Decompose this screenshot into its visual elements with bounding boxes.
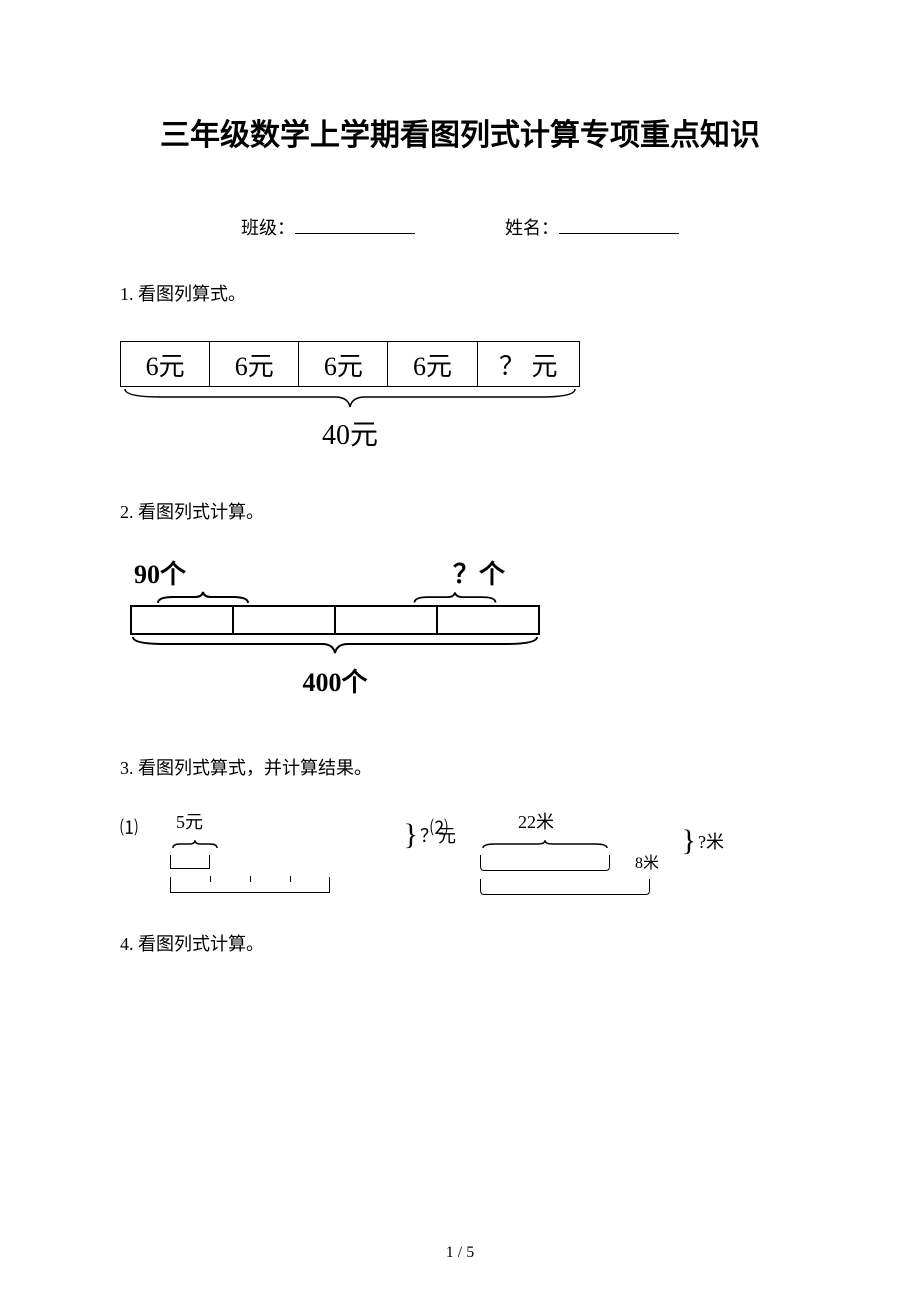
student-info-row: 班级： 姓名：	[120, 214, 800, 240]
question-4: 4. 看图列式计算。	[120, 930, 800, 956]
q3b-right-brace: } ?米	[682, 826, 724, 856]
q1-cell: 6元	[299, 342, 388, 386]
page-footer: 1 / 5	[0, 1244, 920, 1262]
q2-labels: 90个 ？个	[120, 554, 550, 591]
q2-number: 2.	[120, 502, 134, 522]
q3a-index: ⑴	[120, 814, 138, 840]
question-2: 2. 看图列式计算。	[120, 498, 800, 524]
small-brace-icon	[170, 840, 220, 850]
q1-boxes: 6元 6元 6元 6元 ？ 元	[120, 341, 580, 387]
name-blank[interactable]	[559, 216, 679, 234]
name-label: 姓名：	[505, 214, 559, 240]
worksheet-page: 三年级数学上学期看图列式计算专项重点知识 班级： 姓名： 1. 看图列算式。 6…	[0, 0, 920, 1302]
tick	[211, 876, 251, 882]
brace-icon	[120, 387, 580, 409]
q3-text: 看图列式算式，并计算结果。	[138, 758, 372, 778]
q4-number: 4.	[120, 934, 134, 954]
page-title: 三年级数学上学期看图列式计算专项重点知识	[120, 110, 800, 154]
q3-number: 3.	[120, 758, 134, 778]
brace-icon	[130, 635, 540, 655]
q3-part-a: ⑴ 5元 } ？元	[120, 808, 410, 895]
q3a-ticks	[171, 876, 331, 882]
q3a-figure: 5元 } ？元	[150, 808, 410, 893]
q1-cell: 6元	[210, 342, 299, 386]
q3b-right-label: ?米	[698, 828, 724, 854]
q3b-bar-bottom	[480, 879, 650, 895]
q3b-mid-label: 8米	[635, 849, 659, 873]
q2-cell	[438, 607, 538, 633]
q3a-bar-short	[170, 855, 210, 869]
small-brace-icon	[410, 591, 500, 605]
right-brace-icon: }	[682, 826, 696, 856]
q2-cell	[132, 607, 234, 633]
q2-cell	[234, 607, 336, 633]
q1-cell: 6元	[388, 342, 477, 386]
q3b-top-label: 22米	[518, 808, 770, 834]
q3-part-b: ⑵ 22米 8米 } ?米	[430, 808, 770, 895]
class-blank[interactable]	[295, 216, 415, 234]
q3a-top-label: 5元	[176, 808, 410, 834]
q2-total: 400个	[120, 662, 550, 699]
name-field: 姓名：	[505, 214, 679, 240]
q1-number: 1.	[120, 284, 134, 304]
q3b-figure: 22米 8米 } ?米	[470, 808, 770, 895]
q4-text: 看图列式计算。	[138, 934, 264, 954]
q1-text: 看图列算式。	[138, 284, 246, 304]
q1-cell: ？ 元	[478, 342, 579, 386]
q1-cell: 6元	[121, 342, 210, 386]
q2-label-right: ？个	[453, 554, 550, 591]
class-field: 班级：	[241, 214, 415, 240]
q1-brace	[120, 387, 580, 409]
question-1: 1. 看图列算式。	[120, 280, 800, 306]
q2-top-braces	[120, 591, 550, 605]
q3-diagram: ⑴ 5元 } ？元	[120, 808, 800, 895]
q2-cell	[336, 607, 438, 633]
q2-text: 看图列式计算。	[138, 502, 264, 522]
q3a-bar-long	[170, 877, 330, 893]
q3a-right-label: ？元	[420, 822, 456, 848]
class-label: 班级：	[241, 214, 295, 240]
q2-diagram: 90个 ？个 400个	[120, 554, 550, 699]
q1-diagram: 6元 6元 6元 6元 ？ 元 40元	[120, 341, 580, 453]
small-brace-icon	[153, 591, 253, 605]
right-brace-icon: }	[404, 820, 418, 850]
q3b-bar-top: 8米	[480, 855, 610, 871]
question-3: 3. 看图列式算式，并计算结果。	[120, 754, 800, 780]
q3a-right-brace: } ？元	[404, 820, 456, 850]
q1-total: 40元	[120, 413, 580, 453]
q2-boxes	[130, 605, 540, 635]
tick	[171, 876, 211, 882]
tick	[251, 876, 291, 882]
q2-label-left: 90个	[120, 554, 230, 591]
small-brace-icon	[480, 840, 610, 850]
tick	[291, 876, 331, 882]
